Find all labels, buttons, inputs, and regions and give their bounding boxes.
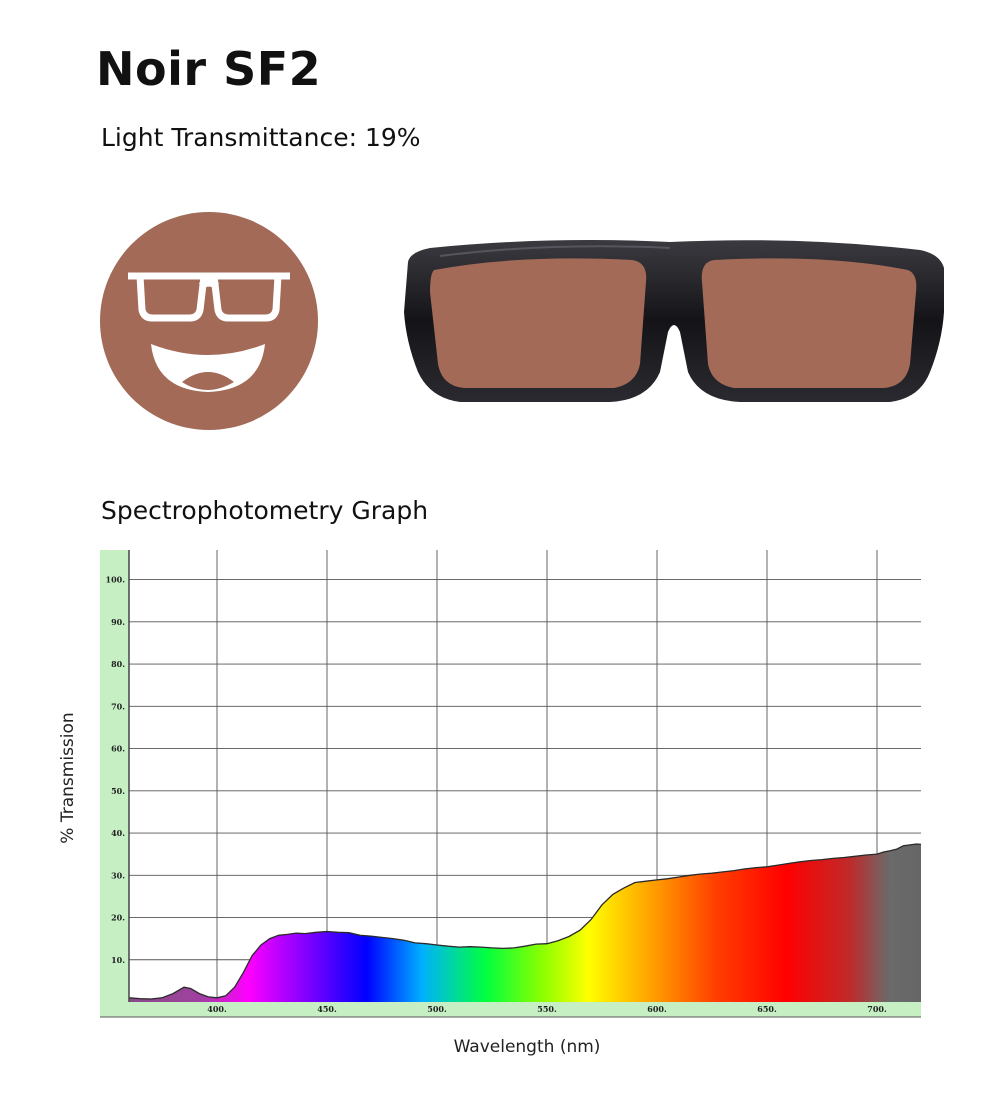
frame-highlight (439, 245, 671, 257)
y-tick-label: 90. (111, 617, 125, 627)
x-axis-label: Wavelength (nm) (454, 1037, 601, 1057)
y-axis-panel (100, 550, 129, 1017)
product-title: Noir SF2 (96, 42, 322, 96)
y-tick-label: 50. (111, 786, 125, 796)
x-tick-label: 450. (317, 1004, 337, 1014)
face-background (100, 212, 318, 430)
x-tick-labels: 400. 450. 500. 550. 600. 650. 700. (207, 1004, 887, 1014)
y-tick-labels: 10. 20. 30. 40. 50. 60. 70. 80. 90. 100. (106, 575, 126, 965)
x-tick-label: 650. (757, 1004, 777, 1014)
x-tick-label: 550. (537, 1004, 557, 1014)
face-glasses (128, 272, 290, 322)
y-tick-label: 60. (111, 744, 125, 754)
sunglasses-image (404, 240, 944, 402)
y-tick-label: 30. (111, 870, 125, 880)
y-tick-label: 70. (111, 701, 125, 711)
x-tick-label: 500. (427, 1004, 447, 1014)
x-axis-panel (100, 1002, 921, 1017)
transmission-area (129, 844, 921, 1002)
left-lens (430, 258, 647, 388)
graph-heading: Spectrophotometry Graph (101, 496, 429, 525)
right-lens (701, 258, 917, 388)
x-tick-label: 600. (647, 1004, 667, 1014)
light-transmittance-text: Light Transmittance: 19% (101, 123, 421, 152)
y-tick-label: 40. (111, 828, 125, 838)
transmission-line (128, 843, 922, 1000)
y-tick-label: 20. (111, 913, 125, 923)
face-tongue (182, 372, 234, 390)
x-tick-label: 400. (207, 1004, 227, 1014)
y-tick-label: 10. (111, 955, 125, 965)
smiling-face-with-glasses-icon (100, 212, 318, 430)
y-axis-label: % Transmission (58, 712, 78, 843)
x-tick-label: 700. (867, 1004, 887, 1014)
y-tick-label: 100. (106, 575, 126, 585)
spectrophotometry-chart: 10. 20. 30. 40. 50. 60. 70. 80. 90. 100. 400. 450.… (58, 550, 922, 1057)
y-tick-label: 80. (111, 659, 125, 669)
face-mouth (151, 344, 265, 392)
